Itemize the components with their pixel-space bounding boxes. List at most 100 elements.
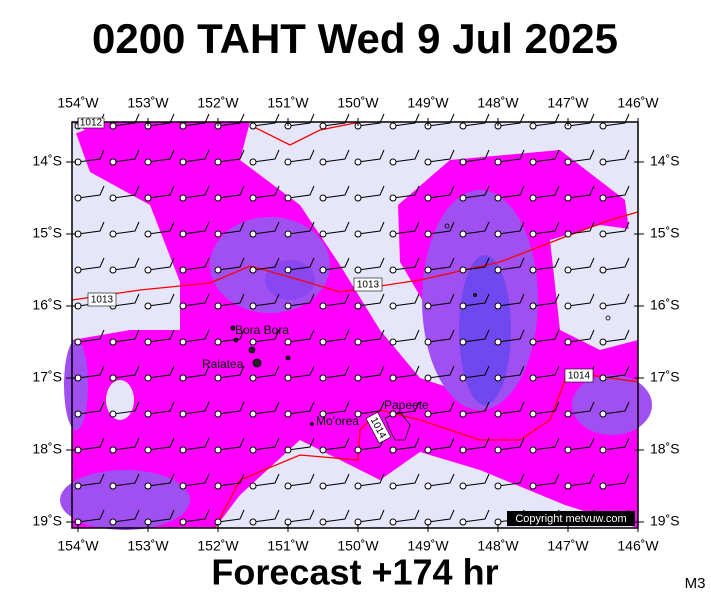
barb-station bbox=[424, 482, 432, 490]
barb-station bbox=[389, 266, 397, 274]
barb bbox=[287, 149, 315, 163]
barb-station bbox=[529, 194, 537, 202]
barb bbox=[392, 509, 420, 523]
barb bbox=[602, 401, 630, 415]
barb-station bbox=[319, 374, 327, 382]
barb-station bbox=[529, 338, 537, 346]
barb bbox=[252, 185, 280, 199]
barb-station bbox=[599, 302, 607, 310]
barb-station bbox=[144, 446, 152, 454]
barb bbox=[532, 437, 560, 451]
barb-station bbox=[249, 446, 257, 454]
barb bbox=[77, 473, 105, 487]
barb bbox=[357, 365, 385, 379]
barb-station bbox=[179, 518, 187, 526]
barb bbox=[182, 113, 210, 127]
barb-station bbox=[459, 158, 467, 166]
barb bbox=[567, 221, 595, 235]
barb bbox=[532, 365, 560, 379]
forecast-label: Forecast +174 hr bbox=[211, 552, 498, 593]
lon-label: 153˚W bbox=[127, 95, 169, 111]
barb-station bbox=[424, 194, 432, 202]
barb-station bbox=[354, 446, 362, 454]
barb-station bbox=[109, 122, 117, 130]
lon-label: 147˚W bbox=[547, 95, 589, 111]
barb-station bbox=[529, 158, 537, 166]
barb-station bbox=[389, 518, 397, 526]
barb bbox=[112, 437, 140, 451]
barb bbox=[357, 185, 385, 199]
lon-label: 146˚W bbox=[617, 95, 659, 111]
barb-station bbox=[214, 302, 222, 310]
barb bbox=[462, 221, 490, 235]
barb bbox=[112, 473, 140, 487]
barb bbox=[497, 113, 525, 127]
barb bbox=[147, 365, 175, 379]
barb-station bbox=[284, 266, 292, 274]
barb bbox=[217, 473, 245, 487]
barb-station bbox=[74, 266, 82, 274]
barb-station bbox=[179, 482, 187, 490]
barb-station bbox=[599, 410, 607, 418]
barb bbox=[462, 437, 490, 451]
barb-station bbox=[179, 302, 187, 310]
barb bbox=[357, 329, 385, 343]
barb-station bbox=[109, 410, 117, 418]
barb bbox=[147, 293, 175, 307]
barb bbox=[427, 221, 455, 235]
place-label: Papeete bbox=[384, 398, 429, 412]
lon-label: 151˚W bbox=[267, 95, 309, 111]
barb bbox=[252, 113, 280, 127]
barb-station bbox=[529, 482, 537, 490]
barb bbox=[77, 149, 105, 163]
lat-label: 14˚S bbox=[650, 153, 680, 169]
barb-station bbox=[354, 194, 362, 202]
barb bbox=[497, 257, 525, 271]
barb bbox=[427, 329, 455, 343]
barb-station bbox=[249, 518, 257, 526]
barb bbox=[602, 221, 630, 235]
barb bbox=[532, 221, 560, 235]
barb bbox=[462, 365, 490, 379]
barb bbox=[567, 257, 595, 271]
barb bbox=[252, 365, 280, 379]
barb-station bbox=[144, 302, 152, 310]
barb bbox=[252, 149, 280, 163]
barb bbox=[322, 401, 350, 415]
barb bbox=[182, 329, 210, 343]
barb-station bbox=[319, 266, 327, 274]
barb bbox=[567, 329, 595, 343]
barb bbox=[357, 473, 385, 487]
barb bbox=[567, 437, 595, 451]
barb bbox=[287, 293, 315, 307]
barb-station bbox=[179, 374, 187, 382]
barb bbox=[112, 185, 140, 199]
barb bbox=[252, 509, 280, 523]
barb bbox=[217, 401, 245, 415]
barb-station bbox=[214, 230, 222, 238]
barb bbox=[357, 509, 385, 523]
barb bbox=[287, 473, 315, 487]
barb bbox=[322, 473, 350, 487]
barb bbox=[462, 509, 490, 523]
barb-station bbox=[284, 410, 292, 418]
barb-station bbox=[249, 482, 257, 490]
barb-station bbox=[424, 338, 432, 346]
barb-station bbox=[74, 338, 82, 346]
barb bbox=[322, 293, 350, 307]
barb bbox=[322, 185, 350, 199]
barb bbox=[497, 293, 525, 307]
barb-station bbox=[109, 374, 117, 382]
barb-station bbox=[494, 230, 502, 238]
barb-station bbox=[389, 158, 397, 166]
barb-station bbox=[214, 158, 222, 166]
barb-station bbox=[249, 194, 257, 202]
barb-station bbox=[354, 230, 362, 238]
barb bbox=[287, 509, 315, 523]
barb-station bbox=[74, 194, 82, 202]
lon-label: 149˚W bbox=[407, 538, 449, 554]
barb-station bbox=[459, 374, 467, 382]
barb bbox=[497, 473, 525, 487]
barb bbox=[357, 401, 385, 415]
barb bbox=[147, 401, 175, 415]
